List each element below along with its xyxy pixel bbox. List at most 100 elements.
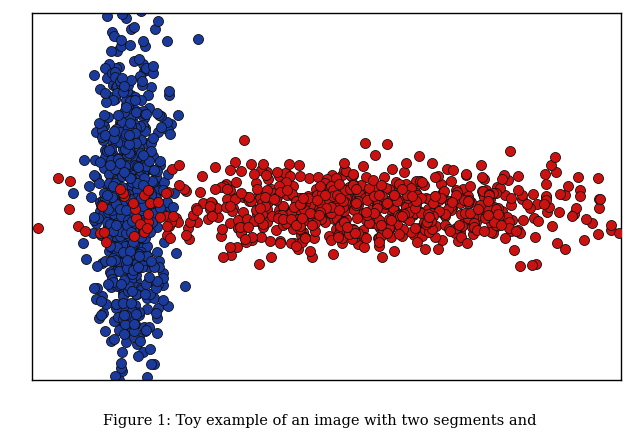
Point [127,217,137,224]
Point [121,14,131,21]
Point [140,163,150,170]
Point [118,89,128,95]
Point [106,146,116,152]
Point [401,159,412,166]
Point [128,149,138,156]
Point [385,225,395,232]
Point [108,255,118,262]
Point [140,259,150,266]
Point [140,219,150,226]
Point [105,243,115,250]
Point [164,91,174,98]
Point [121,190,131,197]
Point [280,169,290,176]
Point [118,331,129,338]
Point [265,238,275,245]
Point [465,210,475,216]
Point [127,270,137,277]
Point [349,206,359,213]
Point [467,224,477,231]
Point [372,201,382,208]
Point [89,213,99,220]
Point [158,186,168,193]
Point [93,215,104,222]
Point [129,136,140,143]
Point [122,162,132,168]
Point [446,203,456,210]
Point [132,180,142,187]
Point [364,220,374,227]
Point [374,239,384,246]
Point [135,235,145,242]
Point [459,196,469,203]
Point [126,174,136,181]
Point [103,92,113,99]
Point [392,197,403,204]
Point [155,162,165,169]
Point [131,215,141,222]
Point [351,215,362,222]
Point [135,202,145,209]
Point [136,260,147,267]
Point [126,407,136,414]
Point [495,213,505,219]
Point [339,167,349,174]
Point [98,211,108,218]
Point [394,180,404,187]
Point [138,152,148,159]
Point [419,219,429,226]
Point [461,171,471,178]
Point [126,318,136,325]
Point [438,190,448,197]
Point [99,165,109,172]
Point [113,169,123,176]
Point [477,187,488,194]
Point [394,197,404,204]
Point [305,210,315,216]
Point [128,175,138,182]
Point [138,349,148,356]
Point [119,305,129,311]
Point [183,225,193,232]
Point [348,171,358,178]
Point [126,216,136,223]
Point [184,236,194,243]
Point [341,167,351,174]
Point [142,225,152,232]
Point [111,300,121,307]
Point [132,187,143,194]
Point [108,257,118,264]
Point [205,202,215,209]
Point [369,152,380,159]
Point [173,161,184,168]
Point [116,364,127,371]
Point [307,222,317,229]
Point [483,191,493,197]
Point [301,217,311,224]
Point [274,206,284,213]
Point [401,181,412,188]
Point [92,174,102,181]
Point [551,168,561,175]
Point [163,127,173,134]
Point [437,237,447,244]
Point [77,404,88,411]
Point [152,315,162,322]
Point [232,194,242,200]
Point [125,114,136,121]
Point [433,195,443,202]
Point [117,184,127,191]
Point [532,201,543,208]
Point [291,197,301,204]
Point [297,239,307,246]
Point [397,232,408,239]
Point [428,213,438,219]
Point [145,346,155,353]
Point [372,203,382,210]
Point [420,220,431,227]
Point [335,201,346,208]
Point [460,209,470,216]
Point [145,199,155,206]
Point [261,172,271,178]
Point [120,207,131,214]
